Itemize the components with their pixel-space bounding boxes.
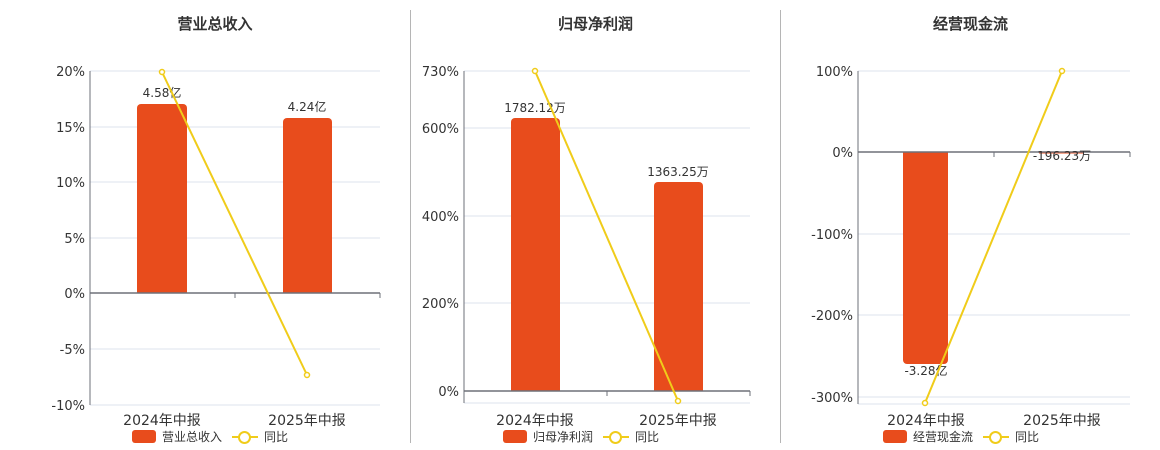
chart-legend: 归母净利润 同比: [503, 428, 659, 445]
chart-legend: 营业总收入 同比: [132, 428, 288, 445]
x-tick: 2024年中报: [123, 413, 201, 429]
y-tick: 600%: [422, 122, 459, 137]
yoy-line: [534, 70, 679, 402]
legend-bar-label[interactable]: 归母净利润: [533, 430, 594, 444]
chart-legend: 经营现金流 同比: [883, 428, 1039, 445]
yoy-point[interactable]: [1058, 67, 1066, 75]
yoy-line: [924, 70, 1063, 404]
bar-2025[interactable]: [654, 182, 703, 391]
y-tick: 20%: [56, 65, 85, 80]
chart-panel-net-profit: 归母净利润 730% 600% 400% 200% 0% 1782.12万 13…: [411, 0, 780, 450]
bar-label: -196.23万: [1033, 149, 1091, 163]
y-tick: -10%: [51, 399, 85, 414]
yoy-point[interactable]: [531, 67, 539, 75]
legend-bar-label[interactable]: 营业总收入: [162, 430, 223, 444]
y-tick: 0%: [832, 146, 853, 161]
y-tick: 100%: [816, 65, 853, 80]
bar-label: 1363.25万: [647, 165, 709, 179]
yoy-point[interactable]: [158, 68, 166, 76]
bar-2024[interactable]: [137, 104, 187, 293]
chart-panel-revenue: 营业总收入 20% 15% 10% 5% 0% -5% -10% 4.58亿 4…: [0, 0, 410, 450]
legend-line-label[interactable]: 同比: [264, 430, 289, 444]
y-tick: 5%: [64, 232, 85, 247]
panel-divider: [780, 10, 781, 443]
y-tick: 730%: [422, 65, 459, 80]
bar-label: 1782.12万: [504, 101, 566, 115]
x-tick: 2025年中报: [268, 413, 346, 429]
y-tick: -5%: [60, 343, 85, 358]
chart-plot: 20% 15% 10% 5% 0% -5% -10% 4.58亿 4.24亿 2…: [51, 65, 381, 429]
chart-title: 经营现金流: [932, 15, 1008, 33]
chart-title: 归母净利润: [557, 15, 633, 33]
legend-bar-swatch[interactable]: [503, 430, 527, 443]
x-tick: 2024年中报: [887, 413, 965, 429]
bar-label: 4.58亿: [143, 85, 182, 100]
legend-bar-swatch[interactable]: [132, 430, 156, 443]
y-tick: -100%: [811, 228, 853, 243]
yoy-line: [161, 71, 308, 376]
y-tick: 400%: [422, 210, 459, 225]
panel-divider: [410, 10, 411, 443]
legend-line-swatch[interactable]: [232, 430, 259, 444]
chart-plot: 730% 600% 400% 200% 0% 1782.12万 1363.25万…: [422, 65, 751, 429]
y-tick: 15%: [56, 121, 85, 136]
legend-line-label[interactable]: 同比: [1015, 430, 1040, 444]
y-tick: 200%: [422, 297, 459, 312]
legend-line-label[interactable]: 同比: [635, 430, 660, 444]
bar-label: 4.24亿: [288, 99, 327, 114]
yoy-point[interactable]: [921, 399, 929, 407]
legend-line-swatch[interactable]: [983, 430, 1010, 444]
y-tick: -300%: [811, 391, 853, 406]
yoy-point[interactable]: [303, 371, 311, 379]
bar-2025[interactable]: [283, 118, 332, 293]
yoy-point[interactable]: [674, 397, 682, 405]
chart-title: 营业总收入: [177, 15, 253, 33]
legend-line-swatch[interactable]: [603, 430, 630, 444]
bar-2024[interactable]: [903, 152, 948, 364]
legend-bar-label[interactable]: 经营现金流: [913, 430, 974, 444]
y-tick: 10%: [56, 176, 85, 191]
y-tick: 0%: [64, 287, 85, 302]
x-tick: 2025年中报: [639, 413, 717, 429]
chart-plot: 100% 0% -100% -200% -300% -3.28亿 -196.23…: [811, 65, 1131, 429]
x-tick: 2025年中报: [1023, 413, 1101, 429]
chart-panel-operating-cashflow: 经营现金流 100% 0% -100% -200% -300% -3.28亿 -…: [781, 0, 1160, 450]
x-tick: 2024年中报: [496, 413, 574, 429]
legend-bar-swatch[interactable]: [883, 430, 907, 443]
bar-2024[interactable]: [511, 118, 560, 391]
y-tick: -200%: [811, 309, 853, 324]
y-tick: 0%: [438, 385, 459, 400]
